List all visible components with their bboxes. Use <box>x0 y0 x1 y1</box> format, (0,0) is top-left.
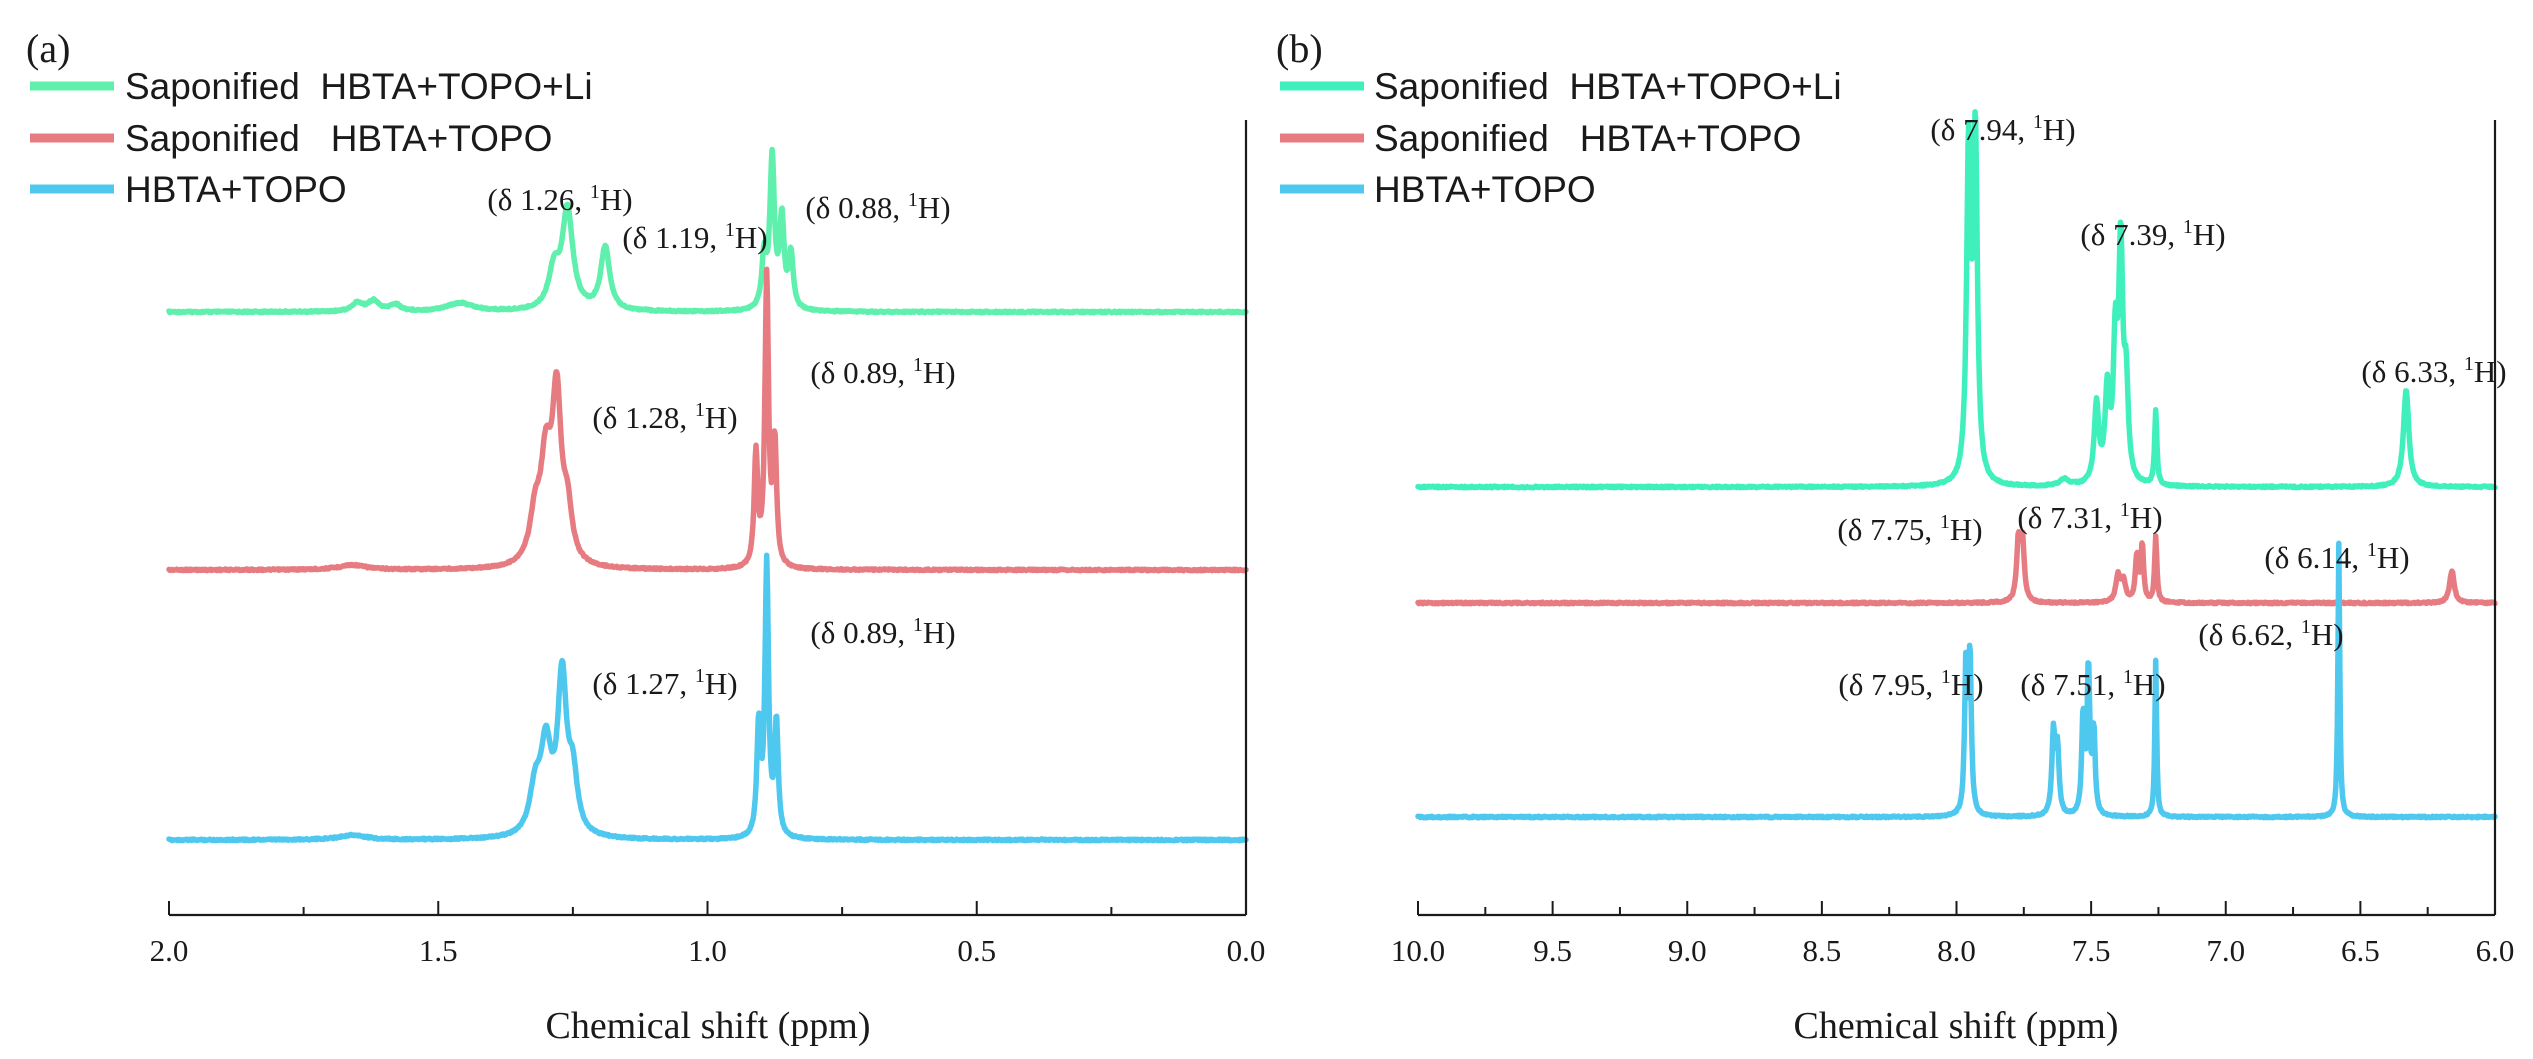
panel-b-tick-label: 8.0 <box>1937 933 1976 968</box>
panel-a-peak-annotation: (δ 0.88, 1H) <box>805 189 950 225</box>
panel-b: (b) Saponified HBTA+TOPO+Li Saponified H… <box>1276 26 2514 1047</box>
panel-a-series-2-line <box>166 552 1249 844</box>
panel-a-peak-annotation: (δ 1.19, 1H) <box>622 219 767 255</box>
panel-a-tick-label: 2.0 <box>150 933 189 968</box>
panel-a-tick-label: 1.0 <box>688 933 727 968</box>
panel-a-peak-annotation: (δ 1.26, 1H) <box>487 181 632 217</box>
panel-b-peak-annotation: (δ 7.31, 1H) <box>2017 499 2162 535</box>
panel-a-annotations: (δ 1.26, 1H)(δ 1.19, 1H) (δ 0.88, 1H) (δ 1… <box>487 181 955 701</box>
panel-a-legend-label-1: Saponified HBTA+TOPO <box>125 118 552 159</box>
panel-b-series-1-line <box>1415 528 2498 607</box>
panel-a-spectra <box>166 146 1249 844</box>
panel-a-series-1-line <box>166 266 1249 574</box>
panel-a-peak-annotation: (δ 0.89, 1H) <box>810 614 955 650</box>
panel-a-peak-annotation: (δ 0.89, 1H) <box>810 354 955 390</box>
panel-b-tick-label: 7.5 <box>2072 933 2111 968</box>
panel-a-tick-label: 0.5 <box>957 933 996 968</box>
panel-b-x-axis-title: Chemical shift (ppm) <box>1793 1005 2118 1047</box>
panel-b-peak-annotation: (δ 7.39, 1H) <box>2080 216 2225 252</box>
panel-a-tick-label: 0.0 <box>1227 933 1266 968</box>
panel-b-legend-label-2: HBTA+TOPO <box>1374 169 1596 210</box>
panel-a-peak-annotation: (δ 1.27, 1H) <box>592 665 737 701</box>
panel-a-legend-label-0: Saponified HBTA+TOPO+Li <box>125 66 593 107</box>
panel-b-peak-annotation: (δ 7.94, 1H) <box>1930 111 2075 147</box>
panel-b-spectra <box>1415 109 2498 821</box>
panel-b-tick-label: 9.5 <box>1533 933 1572 968</box>
panel-b-peak-annotation: (δ 6.33, 1H) <box>2361 353 2506 389</box>
panel-b-tick-label: 6.0 <box>2476 933 2515 968</box>
panel-b-peak-annotation: (δ 7.51, 1H) <box>2020 666 2165 702</box>
panel-b-label: (b) <box>1276 26 1323 71</box>
panel-b-tick-label: 6.5 <box>2341 933 2380 968</box>
panel-b-tick-label: 7.0 <box>2206 933 2245 968</box>
panel-a-label: (a) <box>26 26 70 71</box>
panel-b-annotations: (δ 7.94, 1H) (δ 7.39, 1H) (δ 6.33, 1H) (δ 7… <box>1837 111 2506 702</box>
panel-b-series-2-line <box>1415 540 2498 821</box>
panel-b-legend: Saponified HBTA+TOPO+Li Saponified HBTA+… <box>1280 66 1842 210</box>
panel-a-tick-label: 1.5 <box>419 933 458 968</box>
panel-b-ticks: 10.0 9.5 9.0 8.5 8.0 7.5 7.0 6.5 6.0 <box>1391 901 2515 968</box>
panel-b-tick-label: 8.5 <box>1803 933 1842 968</box>
panel-a-ticks: 2.0 1.5 1.0 0.5 0.0 <box>150 901 1266 968</box>
panel-a-peak-annotation: (δ 1.28, 1H) <box>592 399 737 435</box>
panel-a: (a) Saponified HBTA+TOPO+Li Saponified H… <box>26 26 1265 1047</box>
panel-b-tick-label: 10.0 <box>1391 933 1445 968</box>
panel-b-peak-annotation: (δ 6.62, 1H) <box>2198 616 2343 652</box>
panel-b-series-0-line <box>1415 109 2498 491</box>
panel-b-peak-annotation: (δ 7.75, 1H) <box>1837 511 1982 547</box>
panel-a-series-0-line <box>166 146 1249 316</box>
panel-b-legend-label-0: Saponified HBTA+TOPO+Li <box>1374 66 1842 107</box>
panel-a-legend-label-2: HBTA+TOPO <box>125 169 347 210</box>
panel-a-x-axis-title: Chemical shift (ppm) <box>545 1005 870 1047</box>
panel-b-legend-label-1: Saponified HBTA+TOPO <box>1374 118 1801 159</box>
panel-a-legend: Saponified HBTA+TOPO+Li Saponified HBTA+… <box>30 66 593 210</box>
panel-b-peak-annotation: (δ 7.95, 1H) <box>1838 666 1983 702</box>
panel-b-peak-annotation: (δ 6.14, 1H) <box>2264 539 2409 575</box>
panel-b-tick-label: 9.0 <box>1668 933 1707 968</box>
